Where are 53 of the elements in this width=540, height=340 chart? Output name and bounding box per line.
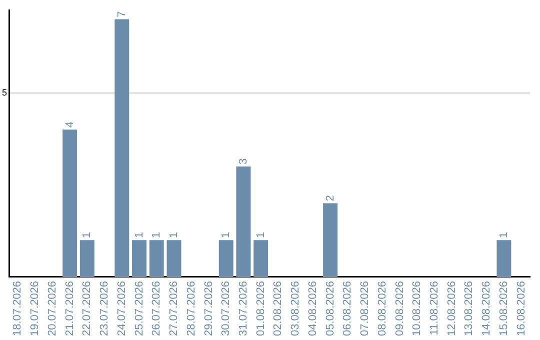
x-tick-label: 22.07.2026 [81, 280, 94, 336]
x-tick-label: 12.08.2026 [446, 280, 458, 336]
x-tick-label: 04.08.2026 [306, 280, 319, 336]
x-tick-label: 30.07.2026 [220, 280, 232, 336]
x-tick-label: 21.07.2026 [64, 280, 76, 336]
data-label: 1 [150, 232, 163, 238]
data-label: 3 [237, 158, 250, 164]
x-tick-label: 24.07.2026 [116, 280, 128, 336]
x-tick-label: 11.08.2026 [428, 280, 441, 336]
x-tick-label: 31.07.2026 [237, 280, 250, 336]
x-tick-label: 23.07.2026 [98, 280, 111, 336]
x-tick-label: 26.07.2026 [150, 280, 163, 336]
x-tick-label: 13.08.2026 [463, 280, 476, 336]
bar [218, 240, 234, 277]
bar [166, 240, 182, 277]
x-tick-label: 27.07.2026 [168, 280, 180, 336]
x-tick-label: 05.08.2026 [324, 280, 336, 336]
x-tick-label: 15.08.2026 [498, 280, 510, 336]
data-label: 1 [498, 232, 510, 238]
x-tick-label: 14.08.2026 [480, 280, 493, 336]
bar [323, 203, 338, 277]
x-tick-label: 19.07.2026 [29, 280, 42, 336]
data-label: 1 [254, 232, 267, 238]
x-tick-label: 01.08.2026 [254, 280, 267, 336]
x-tick-label: 09.08.2026 [394, 280, 406, 336]
data-label: 4 [64, 122, 76, 128]
bar [114, 19, 130, 277]
bar [496, 240, 512, 277]
y-tick-label: 5 [2, 87, 8, 98]
x-tick-label: 28.07.2026 [185, 280, 198, 336]
bar [132, 240, 146, 277]
bar [80, 240, 94, 277]
data-label: 2 [324, 195, 336, 202]
x-tick-label: 25.07.2026 [133, 280, 146, 336]
x-tick-label: 29.07.2026 [202, 280, 215, 336]
x-tick-label: 07.08.2026 [359, 280, 372, 336]
x-tick-label: 10.08.2026 [411, 280, 424, 336]
bar [254, 240, 268, 277]
x-tick-label: 02.08.2026 [272, 280, 284, 336]
bar [236, 166, 251, 277]
data-label: 1 [133, 232, 146, 238]
x-tick-label: 20.07.2026 [46, 280, 58, 336]
x-tick-label: 16.08.2026 [515, 280, 528, 336]
x-tick-label: 18.07.2026 [12, 280, 24, 336]
data-label: 1 [168, 232, 180, 238]
data-label: 1 [81, 232, 94, 238]
bar [62, 130, 78, 277]
data-label: 7 [116, 11, 128, 18]
bar [149, 240, 164, 277]
x-tick-label: 03.08.2026 [290, 280, 302, 336]
data-label: 1 [220, 232, 232, 238]
x-tick-label: 08.08.2026 [376, 280, 388, 336]
x-tick-label: 06.08.2026 [342, 280, 354, 336]
